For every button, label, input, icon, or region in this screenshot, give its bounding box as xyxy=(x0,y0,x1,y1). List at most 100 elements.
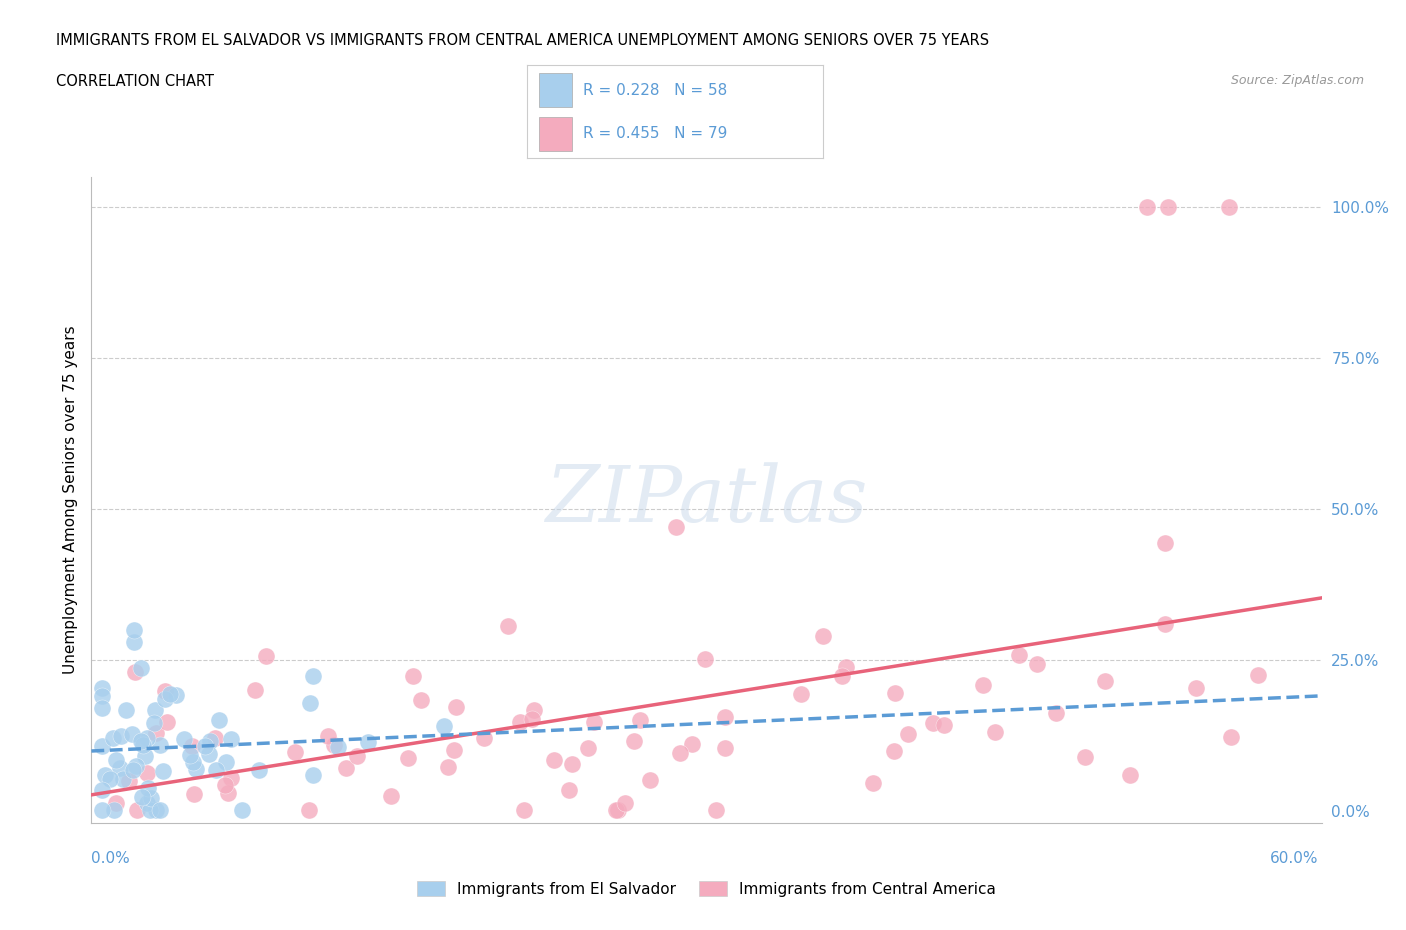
Point xyxy=(934,717,956,732)
Point xyxy=(141,790,163,805)
Point xyxy=(219,732,242,747)
Point xyxy=(90,700,112,715)
Point xyxy=(561,756,583,771)
Point xyxy=(145,725,167,740)
Point xyxy=(104,752,127,767)
Point xyxy=(302,767,325,782)
Point xyxy=(122,622,145,637)
Point xyxy=(790,687,813,702)
Point xyxy=(328,739,350,754)
Point xyxy=(156,714,179,729)
Point xyxy=(1025,657,1047,671)
Point xyxy=(245,683,267,698)
Point xyxy=(322,737,344,752)
Text: CORRELATION CHART: CORRELATION CHART xyxy=(56,74,214,89)
Point xyxy=(443,742,465,757)
Point xyxy=(298,696,321,711)
Point xyxy=(217,786,239,801)
Point xyxy=(1218,199,1240,214)
Point xyxy=(522,702,544,717)
Point xyxy=(357,735,380,750)
Point xyxy=(115,702,138,717)
Point xyxy=(665,520,688,535)
Point xyxy=(208,712,231,727)
Point xyxy=(173,732,195,747)
Point xyxy=(124,665,146,680)
Point xyxy=(713,740,735,755)
Point xyxy=(204,731,226,746)
Point xyxy=(883,743,905,758)
Point xyxy=(194,738,217,753)
Point xyxy=(862,776,884,790)
Legend: Immigrants from El Salvador, Immigrants from Central America: Immigrants from El Salvador, Immigrants … xyxy=(412,874,1001,903)
Point xyxy=(215,754,238,769)
Point xyxy=(1119,768,1142,783)
Point xyxy=(247,762,270,777)
Point xyxy=(409,692,432,707)
Text: Source: ZipAtlas.com: Source: ZipAtlas.com xyxy=(1230,74,1364,87)
Point xyxy=(118,774,141,789)
Point xyxy=(153,691,176,706)
Point xyxy=(219,771,242,786)
Point xyxy=(316,729,339,744)
Point xyxy=(124,759,146,774)
Point xyxy=(198,734,221,749)
Point xyxy=(1074,750,1097,764)
Point xyxy=(396,751,419,765)
Point xyxy=(498,618,520,633)
Point xyxy=(186,762,208,777)
Point xyxy=(1045,705,1067,720)
Point xyxy=(153,684,176,698)
Point xyxy=(543,752,565,767)
Point xyxy=(972,677,994,692)
Point xyxy=(704,803,727,817)
Point xyxy=(135,796,157,811)
Point xyxy=(214,777,236,792)
Point xyxy=(93,767,115,782)
Point xyxy=(512,803,534,817)
Point xyxy=(165,687,187,702)
Point xyxy=(437,760,460,775)
Point xyxy=(335,761,357,776)
Point xyxy=(558,782,581,797)
Point xyxy=(669,746,692,761)
Point xyxy=(183,787,205,802)
Point xyxy=(179,748,201,763)
Point xyxy=(143,702,166,717)
Point xyxy=(136,780,159,795)
Point xyxy=(583,714,606,729)
Text: IMMIGRANTS FROM EL SALVADOR VS IMMIGRANTS FROM CENTRAL AMERICA UNEMPLOYMENT AMON: IMMIGRANTS FROM EL SALVADOR VS IMMIGRANT… xyxy=(56,33,990,47)
FancyBboxPatch shape xyxy=(538,117,571,151)
Point xyxy=(129,660,152,675)
Point xyxy=(605,803,627,817)
Point xyxy=(197,747,219,762)
Point xyxy=(104,795,127,810)
Text: R = 0.228   N = 58: R = 0.228 N = 58 xyxy=(583,83,727,98)
Y-axis label: Unemployment Among Seniors over 75 years: Unemployment Among Seniors over 75 years xyxy=(62,326,77,674)
Point xyxy=(444,699,467,714)
Point xyxy=(90,680,112,695)
Point xyxy=(301,669,323,684)
Point xyxy=(630,712,652,727)
Point xyxy=(897,726,920,741)
Point xyxy=(1247,668,1270,683)
Point xyxy=(159,686,181,701)
Point xyxy=(127,803,149,817)
Point xyxy=(614,796,637,811)
Point xyxy=(183,754,205,769)
Point xyxy=(984,724,1007,739)
Point xyxy=(883,686,905,701)
Point xyxy=(131,789,153,804)
Point xyxy=(134,749,156,764)
Point xyxy=(136,730,159,745)
Point xyxy=(813,629,835,644)
Text: 60.0%: 60.0% xyxy=(1271,851,1319,866)
Point xyxy=(831,669,853,684)
Point xyxy=(142,715,165,730)
Point xyxy=(922,715,945,730)
Point xyxy=(90,782,112,797)
Point xyxy=(1157,199,1180,214)
Point xyxy=(90,689,112,704)
Point xyxy=(509,714,531,729)
FancyBboxPatch shape xyxy=(538,73,571,107)
